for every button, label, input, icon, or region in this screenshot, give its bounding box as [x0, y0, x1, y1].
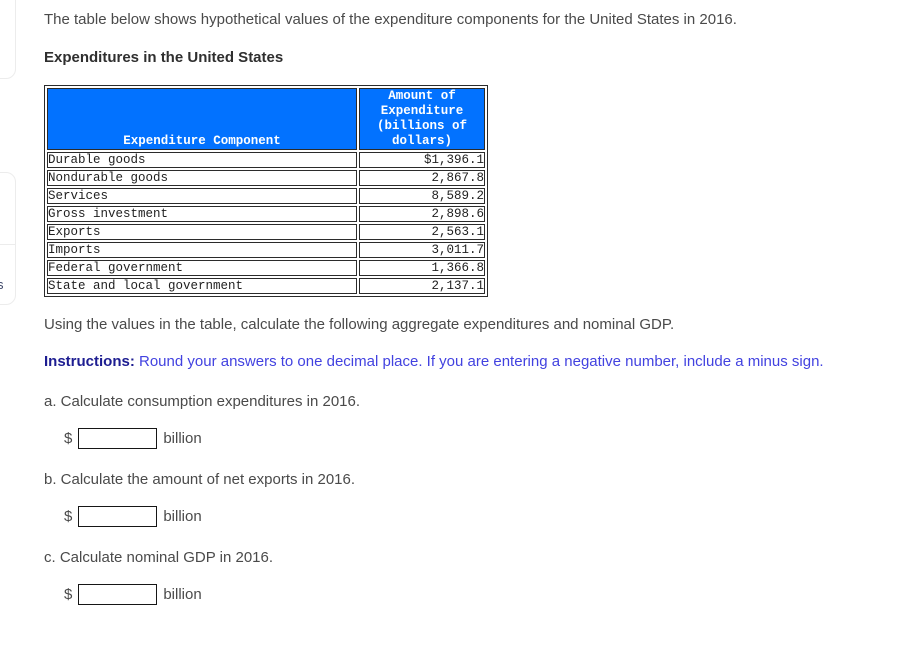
table-row: Services 8,589.2 [47, 188, 485, 204]
amount-cell: 8,589.2 [359, 188, 485, 204]
component-column-header: Expenditure Component [47, 88, 357, 150]
table-header-row: Expenditure Component Amount of Expendit… [47, 88, 485, 150]
answer-input-a[interactable] [78, 428, 158, 449]
table-body: Durable goods $1,396.1 Nondurable goods … [47, 152, 485, 294]
table-row: Exports 2,563.1 [47, 224, 485, 240]
unit-label: billion [163, 586, 202, 603]
instructions-label: Instructions: [44, 353, 135, 370]
expenditure-table: Expenditure Component Amount of Expendit… [44, 85, 488, 297]
unit-label: billion [163, 508, 202, 525]
answer-row: $ billion [64, 505, 360, 528]
amount-cell: 2,867.8 [359, 170, 485, 186]
component-cell: Imports [47, 242, 357, 258]
question-block: b. Calculate the amount of net exports i… [44, 469, 360, 528]
left-edge-clipped-text: s [0, 277, 4, 292]
amount-cell: 3,011.7 [359, 242, 485, 258]
currency-symbol: $ [64, 508, 73, 525]
answer-input-b[interactable] [78, 506, 158, 527]
amount-cell: 2,137.1 [359, 278, 485, 294]
table-row: State and local government 2,137.1 [47, 278, 485, 294]
amount-cell: $1,396.1 [359, 152, 485, 168]
component-cell: Durable goods [47, 152, 357, 168]
component-cell: Services [47, 188, 357, 204]
left-panel-fragment-bottom [0, 172, 16, 305]
amount-cell: 2,898.6 [359, 206, 485, 222]
calculation-prompt: Using the values in the table, calculate… [44, 316, 675, 333]
answer-input-c[interactable] [78, 584, 158, 605]
table-row: Federal government 1,366.8 [47, 260, 485, 276]
table-row: Nondurable goods 2,867.8 [47, 170, 485, 186]
table-row: Durable goods $1,396.1 [47, 152, 485, 168]
table-row: Gross investment 2,898.6 [47, 206, 485, 222]
table-title: Expenditures in the United States [44, 49, 284, 66]
component-cell: Gross investment [47, 206, 357, 222]
question-block: c. Calculate nominal GDP in 2016. $ bill… [44, 547, 360, 606]
intro-paragraph: The table below shows hypothetical value… [44, 11, 737, 28]
question-block: a. Calculate consumption expenditures in… [44, 391, 360, 450]
answer-row: $ billion [64, 427, 360, 450]
component-cell: Exports [47, 224, 357, 240]
currency-symbol: $ [64, 586, 73, 603]
component-cell: State and local government [47, 278, 357, 294]
question-text: c. Calculate nominal GDP in 2016. [44, 549, 274, 566]
questions: a. Calculate consumption expenditures in… [44, 391, 360, 625]
left-panel-fragment-top [0, 0, 16, 79]
currency-symbol: $ [64, 430, 73, 447]
amount-column-header: Amount of Expenditure (billions of dolla… [359, 88, 485, 150]
question-text: b. Calculate the amount of net exports i… [44, 471, 356, 488]
instructions-line: Instructions: Round your answers to one … [44, 351, 824, 372]
answer-row: $ billion [64, 583, 360, 606]
left-panel-divider [0, 244, 15, 245]
table-row: Imports 3,011.7 [47, 242, 485, 258]
amount-cell: 1,366.8 [359, 260, 485, 276]
question-text: a. Calculate consumption expenditures in… [44, 393, 361, 410]
unit-label: billion [163, 430, 202, 447]
component-cell: Nondurable goods [47, 170, 357, 186]
component-cell: Federal government [47, 260, 357, 276]
instructions-text: Round your answers to one decimal place.… [134, 353, 824, 370]
amount-cell: 2,563.1 [359, 224, 485, 240]
